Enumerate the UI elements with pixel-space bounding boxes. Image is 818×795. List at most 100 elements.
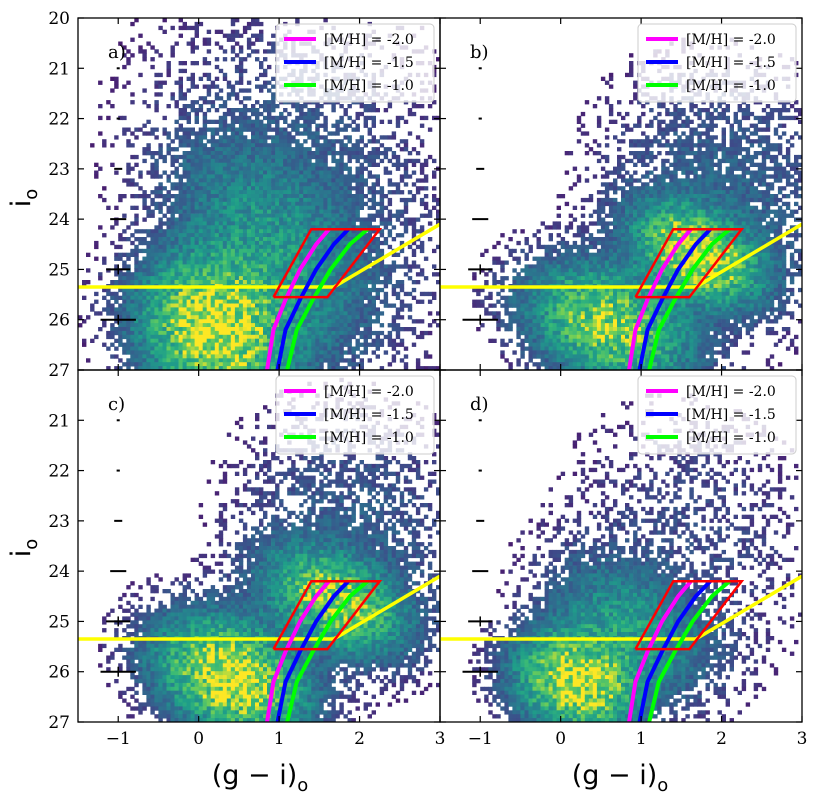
heatmap-cell	[251, 190, 256, 195]
heatmap-cell	[271, 358, 276, 363]
heatmap-cell	[387, 323, 393, 328]
heatmap-cell	[279, 252, 284, 257]
heatmap-cell	[230, 229, 236, 234]
heatmap-cell	[299, 217, 304, 222]
heatmap-cell	[238, 182, 244, 187]
heatmap-cell	[178, 135, 183, 140]
heatmap-cell	[242, 182, 248, 187]
heatmap-cell	[162, 268, 167, 273]
heatmap-cell	[299, 213, 304, 218]
heatmap-cell	[142, 260, 147, 265]
heatmap-cell	[339, 295, 344, 300]
heatmap-cell	[283, 170, 288, 175]
heatmap-cell	[311, 166, 316, 171]
heatmap-cell	[291, 362, 296, 367]
heatmap-cell	[303, 366, 308, 370]
heatmap-cell	[226, 319, 232, 324]
heatmap-cell	[480, 287, 485, 293]
heatmap-cell	[327, 323, 332, 328]
heatmap-cell	[399, 147, 405, 152]
heatmap-cell	[238, 88, 244, 93]
heatmap-cell	[323, 248, 328, 254]
heatmap-cell	[311, 346, 316, 351]
heatmap-cell	[363, 194, 368, 199]
heatmap-cell	[194, 342, 199, 347]
heatmap-cell	[299, 272, 304, 277]
heatmap-cell	[242, 139, 248, 144]
heatmap-cell	[347, 104, 352, 109]
heatmap-cell	[242, 88, 248, 93]
heatmap-cell	[126, 303, 131, 308]
heatmap-cell	[512, 280, 517, 285]
heatmap-cell	[210, 299, 216, 304]
heatmap-cell	[275, 131, 280, 136]
heatmap-cell	[222, 154, 228, 160]
heatmap-cell	[303, 182, 308, 187]
heatmap-cell	[259, 135, 264, 140]
heatmap-cell	[347, 315, 352, 320]
heatmap-cell	[242, 350, 248, 355]
heatmap-cell	[323, 119, 328, 124]
heatmap-cell	[182, 330, 187, 336]
heatmap-cell	[246, 338, 252, 343]
heatmap-cell	[307, 119, 312, 124]
heatmap-cell	[118, 115, 123, 121]
heatmap-cell	[238, 190, 244, 195]
heatmap-cell	[271, 362, 276, 367]
heatmap-cell	[267, 338, 272, 343]
heatmap-cell	[279, 240, 284, 246]
heatmap-cell	[114, 264, 119, 269]
heatmap-cell	[202, 358, 208, 363]
heatmap-cell	[528, 346, 533, 351]
heatmap-cell	[339, 303, 344, 308]
heatmap-cell	[142, 366, 147, 370]
heatmap-cell	[214, 330, 220, 336]
heatmap-cell	[154, 162, 159, 167]
heatmap-cell	[287, 346, 292, 351]
heatmap-cell	[263, 49, 268, 54]
heatmap-cell	[343, 111, 348, 117]
heatmap-cell	[238, 64, 244, 70]
heatmap-cell	[186, 158, 191, 164]
heatmap-cell	[234, 205, 240, 210]
heatmap-cell	[359, 311, 364, 316]
heatmap-cell	[194, 280, 199, 285]
heatmap-cell	[287, 311, 292, 316]
heatmap-cell	[150, 131, 155, 136]
heatmap-cell	[206, 354, 212, 359]
heatmap-cell	[303, 244, 308, 250]
heatmap-cell	[363, 280, 368, 285]
heatmap-cell	[263, 115, 268, 121]
heatmap-cell	[178, 108, 183, 113]
heatmap-cell	[206, 366, 212, 370]
heatmap-cell	[423, 256, 429, 261]
heatmap-cell	[319, 166, 324, 171]
heatmap-cell	[524, 319, 529, 324]
heatmap-cell	[295, 319, 300, 324]
y-tick-label: 21	[48, 59, 70, 79]
heatmap-cell	[190, 162, 195, 167]
heatmap-cell	[246, 197, 252, 203]
heatmap-cell	[339, 327, 344, 332]
heatmap-cell	[162, 276, 167, 281]
heatmap-cell	[94, 291, 99, 297]
heatmap-cell	[186, 111, 191, 117]
heatmap-cell	[255, 170, 260, 175]
heatmap-cell	[210, 213, 216, 218]
heatmap-cell	[263, 72, 268, 78]
heatmap-cell	[246, 166, 252, 171]
heatmap-cell	[311, 233, 316, 238]
heatmap-cell	[238, 213, 244, 218]
heatmap-cell	[283, 209, 288, 214]
heatmap-cell	[331, 108, 336, 113]
heatmap-cell	[283, 264, 288, 269]
heatmap-cell	[303, 362, 308, 367]
heatmap-cell	[222, 221, 228, 226]
heatmap-cell	[154, 72, 159, 78]
heatmap-cell	[379, 252, 385, 257]
heatmap-cell	[210, 131, 216, 136]
heatmap-cell	[190, 45, 195, 50]
heatmap-cell	[246, 272, 252, 277]
heatmap-cell	[198, 287, 204, 293]
heatmap-cell	[106, 346, 111, 351]
